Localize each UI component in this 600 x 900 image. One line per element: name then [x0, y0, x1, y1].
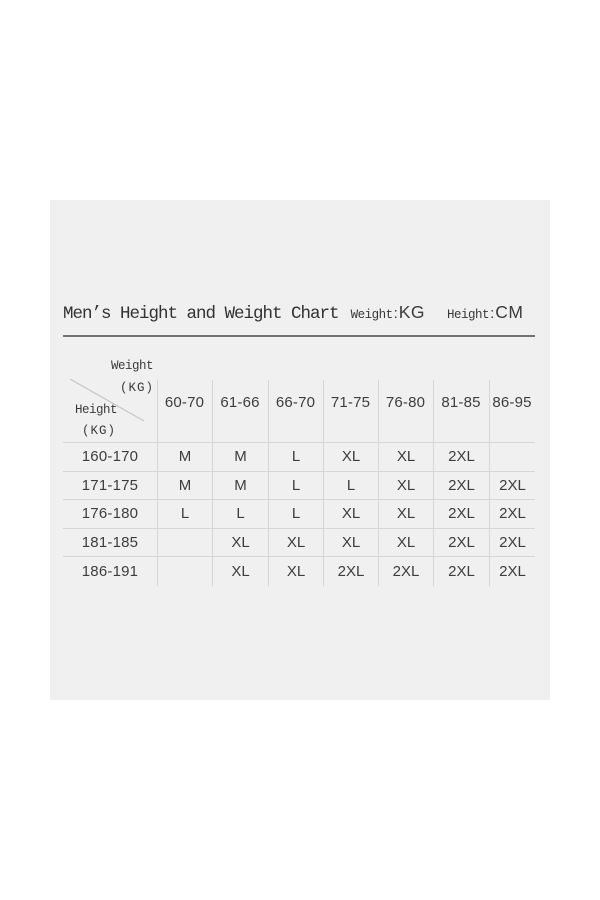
table-row: 186-191 XL XL 2XL 2XL 2XL 2XL	[63, 557, 535, 586]
height-unit-colon: :	[490, 305, 495, 322]
height-range-cell: 181-185	[81, 534, 139, 552]
size-cell: L	[268, 500, 323, 528]
column-header: 66-70	[268, 337, 323, 443]
size-cell: 2XL	[433, 528, 489, 557]
size-cell: M	[212, 443, 268, 471]
size-cell: 2XL	[433, 557, 489, 586]
size-cell: XL	[323, 528, 378, 557]
size-cell: 2XL	[433, 443, 489, 471]
size-cell: 2XL	[378, 557, 433, 586]
size-chart-card: Men’s Height and Weight Chart Weight : K…	[50, 200, 550, 700]
size-cell: XL	[212, 528, 268, 557]
corner-cell: Weight (KG) Height (KG)	[63, 337, 157, 442]
size-cell: L	[212, 500, 268, 528]
size-cell: XL	[378, 443, 433, 471]
page-title: Men’s Height and Weight Chart	[63, 304, 340, 324]
size-cell: XL	[378, 528, 433, 557]
size-cell: 2XL	[433, 500, 489, 528]
size-table: Weight (KG) Height (KG) 60-70 61-66 66-7…	[63, 337, 535, 586]
weight-unit-value: KG	[398, 302, 426, 322]
title-divider	[63, 335, 535, 337]
height-unit-value: CM	[495, 302, 524, 322]
size-cell: XL	[378, 471, 433, 500]
corner-height-label: Height	[75, 403, 118, 417]
size-cell: 2XL	[489, 528, 535, 557]
size-cell: XL	[323, 443, 378, 471]
corner-weight-label: Weight	[110, 359, 154, 373]
column-header: 71-75	[323, 337, 378, 443]
size-cell: 2XL	[433, 471, 489, 500]
size-cell: L	[268, 471, 323, 500]
size-cell: 2XL	[489, 500, 535, 528]
size-cell: XL	[268, 528, 323, 557]
column-header: 60-70	[157, 337, 212, 443]
height-unit: Height : CM	[447, 302, 523, 323]
height-range-cell: 160-170	[81, 448, 139, 466]
size-cell: 2XL	[323, 557, 378, 586]
diagonal-line-icon	[69, 378, 145, 422]
size-cell: M	[157, 443, 212, 471]
size-cell: M	[157, 471, 212, 500]
table-row: 160-170 M M L XL XL 2XL	[63, 443, 535, 472]
size-cell	[157, 528, 212, 557]
corner-weight-unit: (KG)	[119, 381, 154, 395]
weight-unit-colon: :	[393, 305, 398, 322]
title-row: Men’s Height and Weight Chart Weight : K…	[63, 302, 523, 324]
corner-height-unit: (KG)	[82, 424, 117, 438]
table-row: 181-185 XL XL XL XL 2XL 2XL	[63, 528, 535, 558]
height-range-cell: 171-175	[81, 476, 139, 494]
weight-unit: Weight : KG	[351, 302, 425, 323]
table-row: 176-180 L L L XL XL 2XL 2XL	[63, 500, 535, 529]
height-range-cell: 176-180	[81, 505, 139, 523]
column-header: 61-66	[212, 337, 268, 443]
table-header-row: Weight (KG) Height (KG) 60-70 61-66 66-7…	[63, 337, 535, 443]
size-cell: L	[268, 443, 323, 471]
weight-unit-label: Weight	[350, 308, 394, 322]
size-cell: 2XL	[489, 557, 535, 586]
size-cell: XL	[323, 500, 378, 528]
column-header: 86-95	[489, 337, 535, 443]
size-cell: XL	[378, 500, 433, 528]
size-cell: 2XL	[489, 471, 535, 500]
size-cell: XL	[212, 557, 268, 586]
size-cell: L	[323, 471, 378, 500]
size-cell	[157, 557, 212, 586]
size-cell: L	[157, 500, 212, 528]
size-cell: XL	[268, 557, 323, 586]
column-header: 81-85	[433, 337, 489, 443]
size-cell	[489, 443, 535, 471]
height-range-cell: 186-191	[81, 563, 139, 581]
size-cell: M	[212, 471, 268, 500]
column-header: 76-80	[378, 337, 433, 443]
height-unit-label: Height	[447, 308, 490, 322]
table-row: 171-175 M M L L XL 2XL 2XL	[63, 471, 535, 501]
